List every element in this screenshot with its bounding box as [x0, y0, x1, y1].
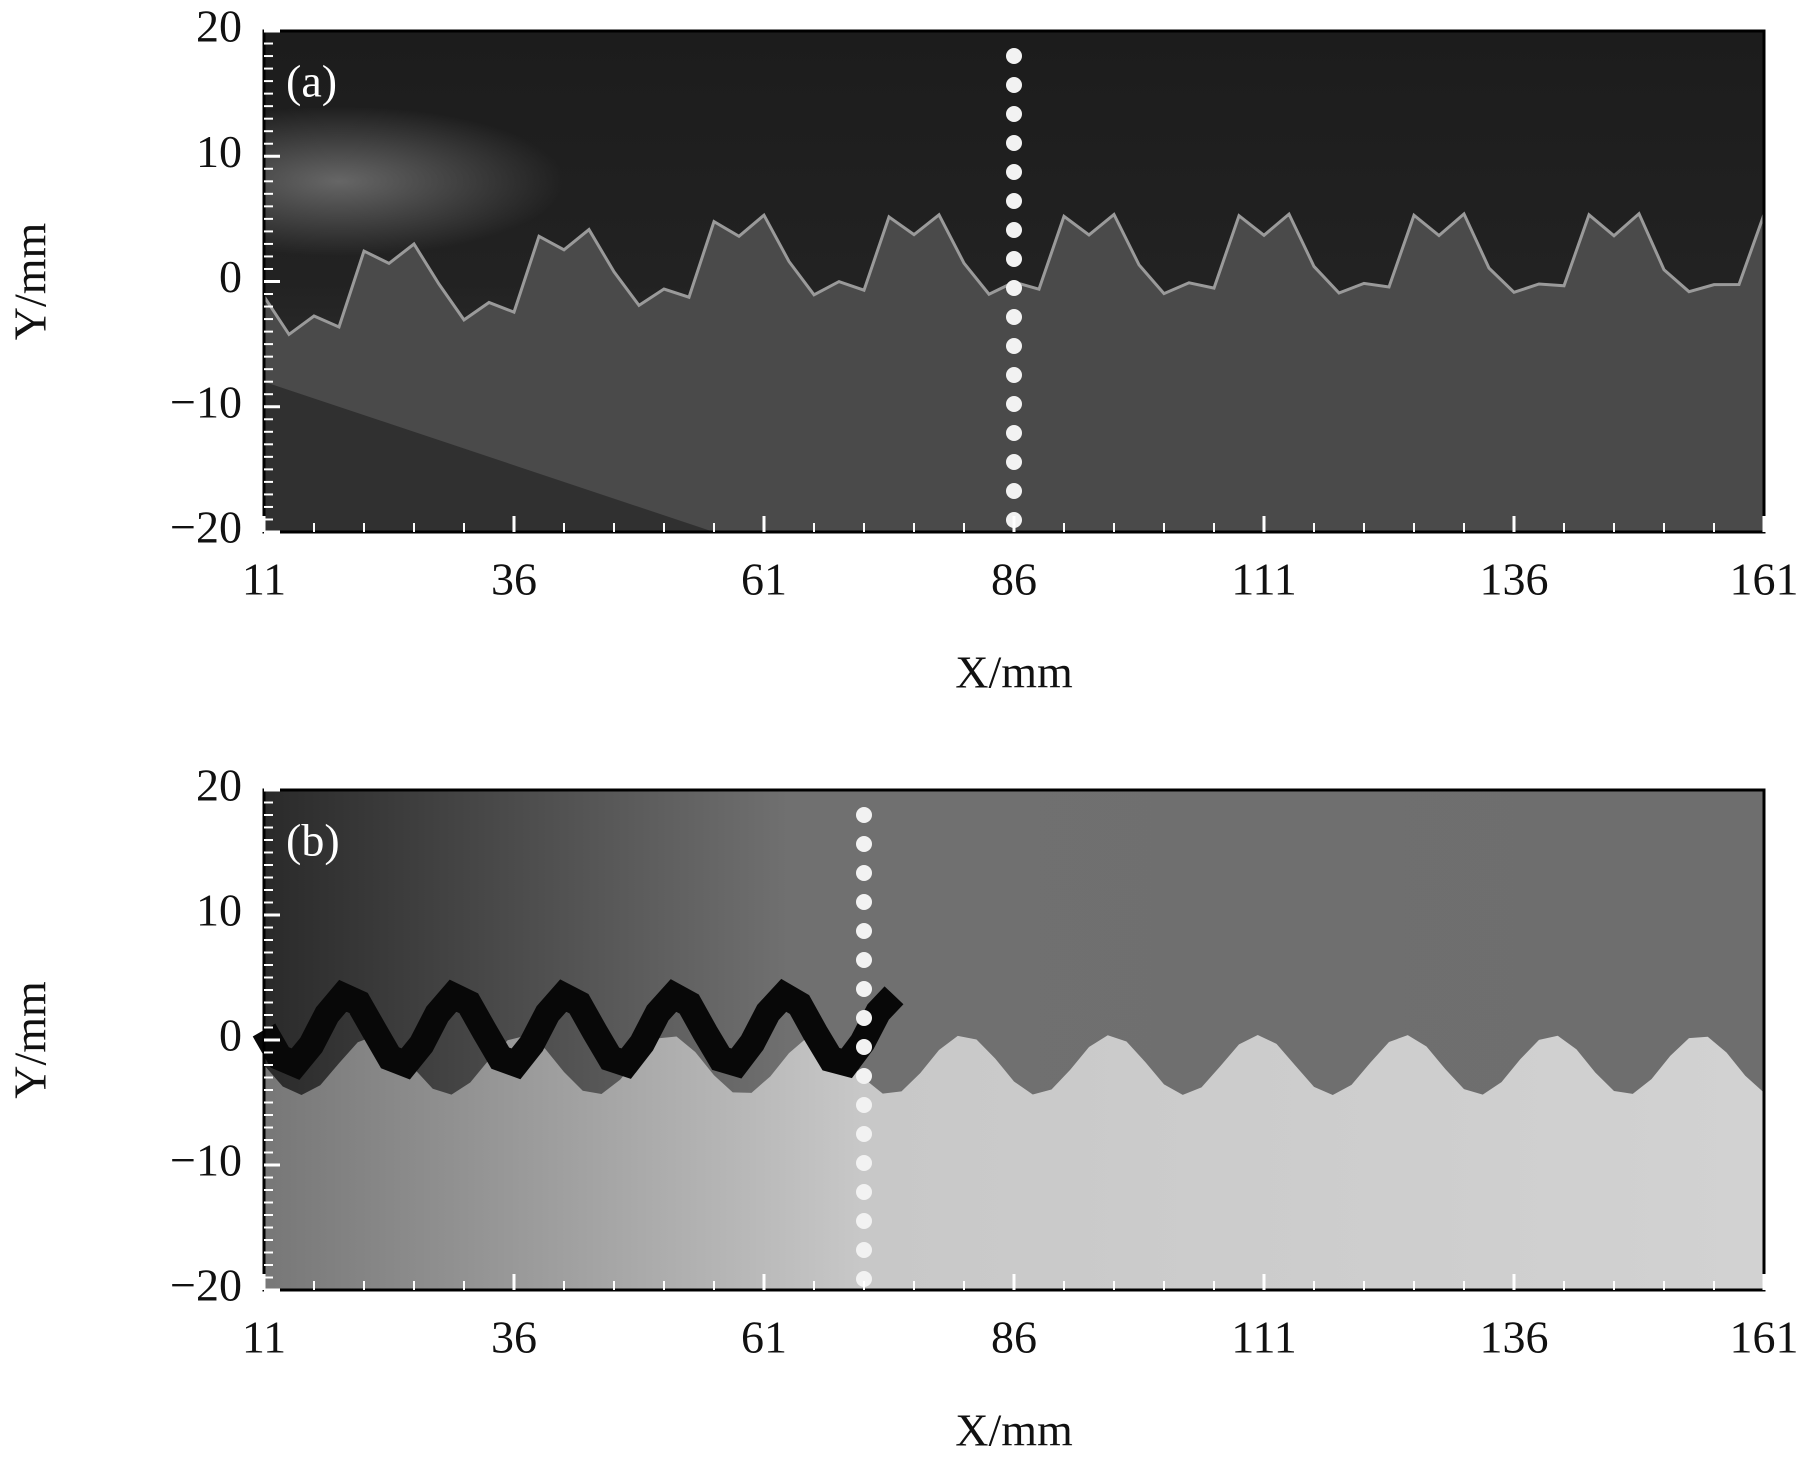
y-tick-label: −20: [170, 1260, 242, 1311]
dot: [1006, 222, 1022, 238]
dotted-line: [856, 807, 872, 1287]
y-tick-label: 0: [219, 251, 242, 302]
y-tick-label: 20: [196, 760, 242, 811]
x-tick-label: 36: [491, 554, 537, 605]
x-tick-label: 11: [242, 554, 286, 605]
panel: (a) 11 36 61 86 111 136 161 −20 −10 0 10 20 X/mm Y/mm: [5, 1, 1799, 698]
x-tick-label: 86: [991, 1312, 1037, 1363]
dot: [856, 1068, 872, 1084]
dot: [856, 1213, 872, 1229]
x-tick-label: 161: [1730, 1312, 1799, 1363]
dot: [1006, 48, 1022, 64]
dot: [856, 1184, 872, 1200]
y-tick-label: −10: [170, 376, 242, 427]
x-tick-label: 161: [1730, 554, 1799, 605]
dot: [1006, 135, 1022, 151]
y-tick-label: −10: [170, 1135, 242, 1186]
x-tick-label: 136: [1480, 1312, 1549, 1363]
mixing-layer: [264, 1035, 1764, 1290]
x-tick-label: 61: [741, 1312, 787, 1363]
panel-label: (a): [286, 56, 337, 107]
dot: [856, 1242, 872, 1258]
dot: [856, 894, 872, 910]
y-tick-label: −20: [170, 502, 242, 553]
x-tick-label: 136: [1480, 554, 1549, 605]
dot: [1006, 396, 1022, 412]
x-tick-label: 86: [991, 554, 1037, 605]
x-tick-label: 11: [242, 1312, 286, 1363]
dotted-line: [1006, 48, 1022, 528]
y-axis-label: Y/mm: [5, 223, 56, 341]
dot: [1006, 309, 1022, 325]
dot: [856, 1271, 872, 1287]
x-tick-label: 36: [491, 1312, 537, 1363]
dot: [1006, 193, 1022, 209]
panel-label: (b): [286, 815, 340, 866]
dot: [1006, 338, 1022, 354]
lower-region: [264, 381, 714, 532]
x-axis-label: X/mm: [955, 647, 1073, 698]
dot: [856, 952, 872, 968]
y-tick-label: 10: [196, 126, 242, 177]
dot: [856, 836, 872, 852]
dot: [1006, 251, 1022, 267]
dot: [1006, 77, 1022, 93]
dot: [856, 807, 872, 823]
panel: (b) 11 36 61 86 111 136 161 −20 −10 0 10 20 X/mm Y/mm: [5, 760, 1799, 1456]
y-tick-label: 0: [219, 1010, 242, 1061]
dot: [1006, 106, 1022, 122]
dark-vortices: [252, 978, 904, 1080]
dot: [856, 923, 872, 939]
dot: [856, 981, 872, 997]
dot: [856, 1010, 872, 1026]
x-tick-label: 61: [741, 554, 787, 605]
dot: [1006, 367, 1022, 383]
y-tick-label: 10: [196, 885, 242, 936]
dot: [856, 1097, 872, 1113]
y-tick-label: 20: [196, 1, 242, 52]
dot: [1006, 425, 1022, 441]
dot: [1006, 483, 1022, 499]
dot: [856, 865, 872, 881]
x-axis-label: X/mm: [955, 1405, 1073, 1456]
dot: [1006, 454, 1022, 470]
x-tick-label: 111: [1231, 1312, 1297, 1363]
dot: [856, 1039, 872, 1055]
dot: [1006, 280, 1022, 296]
flow-image: [252, 790, 1764, 1290]
dot: [1006, 164, 1022, 180]
x-tick-label: 111: [1231, 554, 1297, 605]
dot: [856, 1155, 872, 1171]
dot: [856, 1126, 872, 1142]
y-axis-label: Y/mm: [5, 981, 56, 1099]
